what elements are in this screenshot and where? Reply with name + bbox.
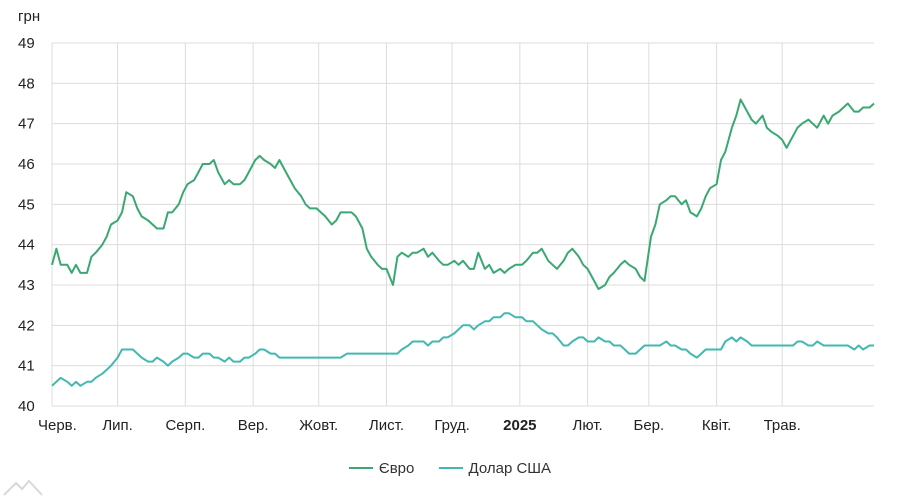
y-tick-label: 41 bbox=[18, 358, 35, 375]
chart-legend: Євро Долар США bbox=[0, 456, 900, 477]
legend-item-usd[interactable]: Долар США bbox=[438, 459, 552, 477]
legend-label-euro: Євро bbox=[378, 459, 415, 477]
vertical-gridlines bbox=[51, 43, 783, 406]
series-line-usd bbox=[51, 312, 874, 387]
x-tick-label: Лист. bbox=[369, 417, 404, 434]
series-line-euro bbox=[51, 98, 875, 290]
y-tick-label: 45 bbox=[18, 196, 35, 213]
y-tick-label: 49 bbox=[18, 35, 35, 52]
x-tick-label: Бер. bbox=[633, 417, 664, 434]
y-tick-label: 43 bbox=[18, 277, 35, 294]
y-tick-label: 40 bbox=[18, 398, 35, 415]
series-lines bbox=[51, 98, 875, 387]
y-axis-tick-labels: 40 41 42 43 44 45 46 47 48 49 bbox=[18, 35, 35, 415]
y-tick-label: 48 bbox=[18, 75, 35, 92]
legend-swatch-euro bbox=[348, 467, 373, 469]
x-tick-label: Лип. bbox=[102, 417, 133, 434]
y-axis-unit-label: грн bbox=[18, 8, 41, 25]
x-tick-label: Черв. bbox=[38, 417, 77, 434]
x-tick-label: Вер. bbox=[238, 417, 269, 434]
x-tick-label: Лют. bbox=[573, 417, 603, 434]
x-tick-label: Трав. bbox=[764, 417, 801, 434]
y-tick-label: 46 bbox=[18, 156, 35, 173]
y-tick-label: 44 bbox=[18, 237, 35, 254]
horizontal-gridlines bbox=[52, 42, 874, 407]
legend-swatch-usd bbox=[438, 467, 463, 469]
mountain-logo-icon bbox=[3, 479, 43, 496]
y-tick-label: 42 bbox=[18, 317, 35, 334]
x-tick-label: Серп. bbox=[165, 417, 205, 434]
x-tick-label: Квіт. bbox=[702, 417, 731, 434]
legend-item-euro[interactable]: Євро bbox=[348, 459, 415, 477]
y-tick-label: 47 bbox=[18, 116, 35, 133]
x-tick-label: Груд. bbox=[434, 417, 469, 434]
x-tick-label: 2025 bbox=[503, 417, 536, 434]
x-tick-label: Жовт. bbox=[299, 417, 338, 434]
x-axis-tick-labels: Черв. Лип. Серп. Вер. Жовт. Лист. Груд. 2025 Лют… bbox=[38, 417, 801, 434]
legend-label-usd: Долар США bbox=[468, 459, 552, 477]
